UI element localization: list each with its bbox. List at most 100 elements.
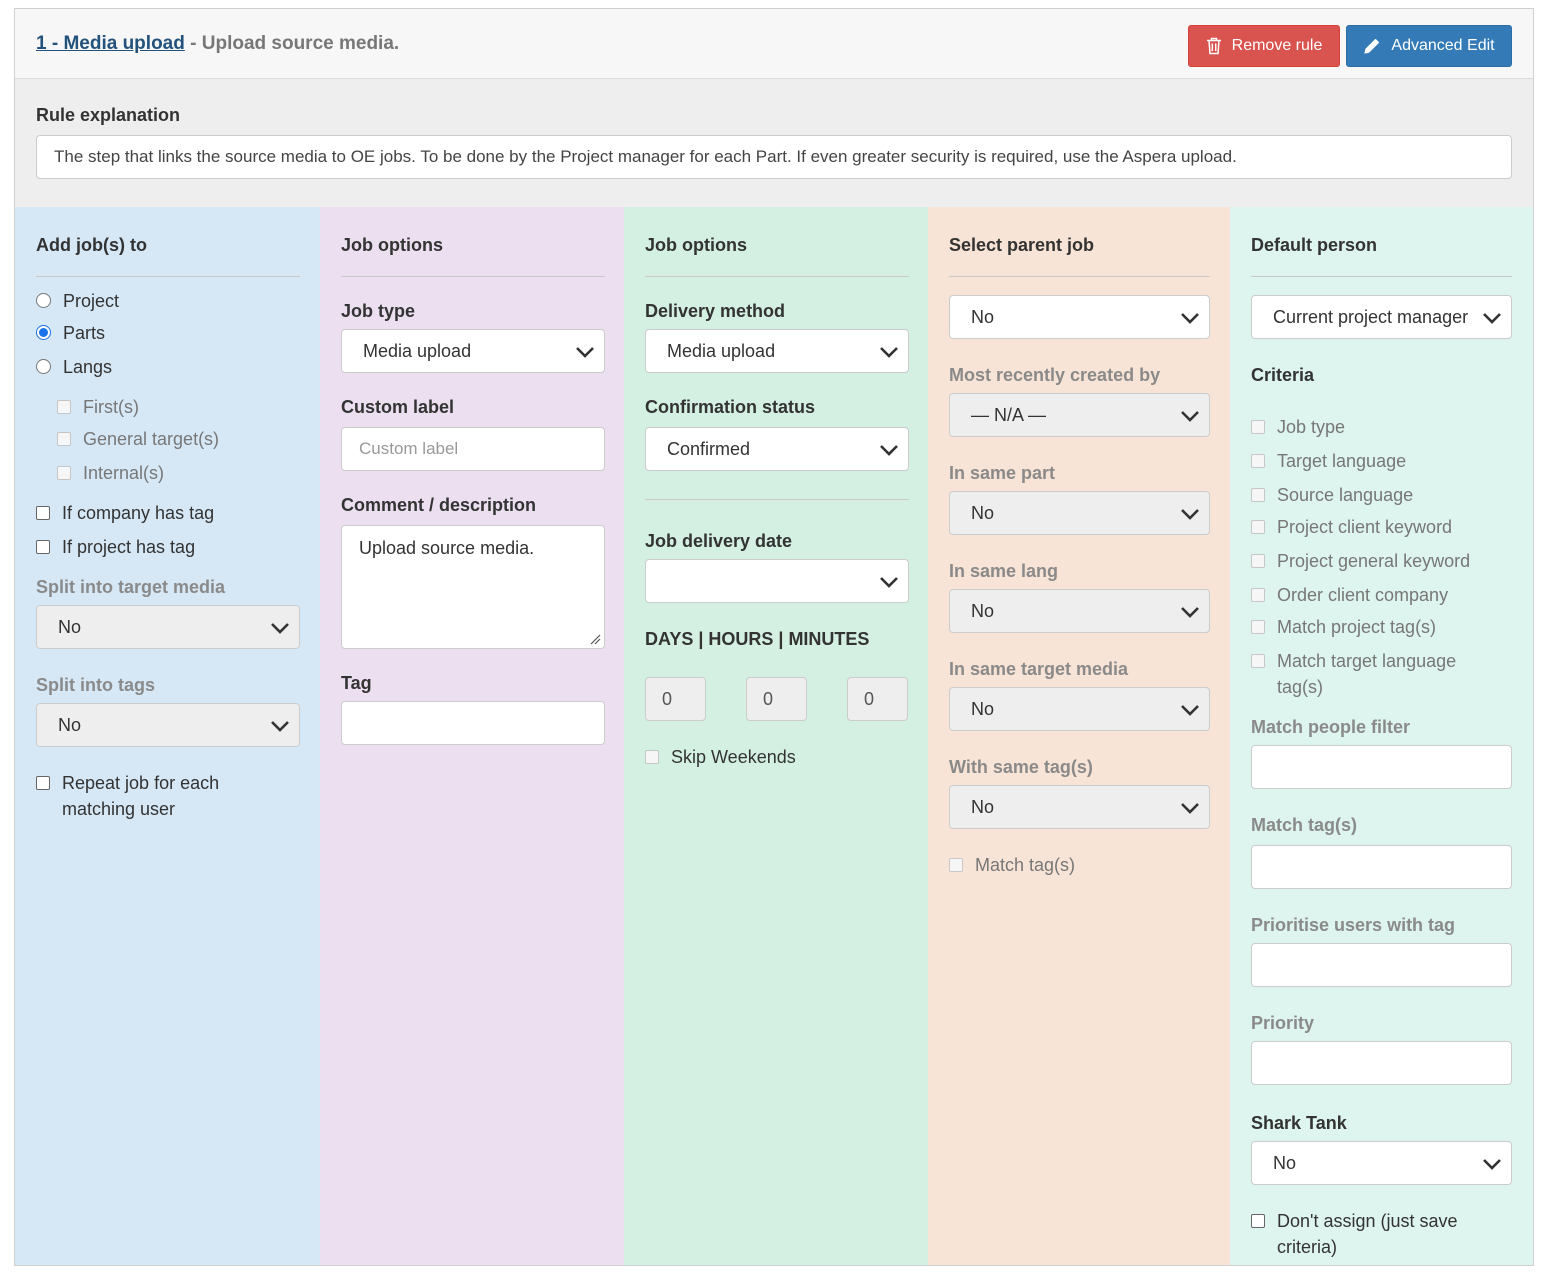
- criteria-job-type[interactable]: Job type: [1251, 414, 1345, 440]
- rule-subtitle: - Upload source media.: [184, 33, 400, 54]
- radio-project-label: Project: [63, 291, 120, 311]
- checkbox[interactable]: [57, 432, 71, 446]
- select-value: No: [971, 306, 995, 327]
- radio-langs-label: Langs: [63, 357, 113, 377]
- people-filter-input[interactable]: [1251, 745, 1512, 789]
- minutes-input[interactable]: 0: [847, 677, 908, 721]
- checkbox-dont-assign[interactable]: Don't assign (just save criteria): [1251, 1208, 1458, 1260]
- split-media-select[interactable]: No: [36, 605, 300, 649]
- checkbox[interactable]: [645, 750, 659, 764]
- same-media-label: In same target media: [949, 659, 1129, 679]
- criteria-target-language[interactable]: Target language: [1251, 448, 1406, 474]
- criteria-client-keyword[interactable]: Project client keyword: [1251, 514, 1452, 540]
- match-tags-input[interactable]: [1251, 845, 1512, 889]
- same-part-select[interactable]: No: [949, 491, 1210, 535]
- select-value: Current project manager: [1273, 306, 1469, 327]
- sub-option-firsts[interactable]: First(s): [57, 394, 139, 420]
- comment-textarea[interactable]: Upload source media.: [341, 525, 605, 649]
- criteria-general-keyword[interactable]: Project general keyword: [1251, 548, 1470, 574]
- same-tags-label: With same tag(s): [949, 757, 1093, 777]
- checkbox[interactable]: [36, 776, 50, 790]
- chevron-down-icon: [271, 623, 289, 634]
- chevron-down-icon: [1181, 509, 1199, 520]
- checkbox-label: Project client keyword: [1277, 517, 1453, 537]
- checkbox-repeat-job[interactable]: Repeat job for each matching user: [36, 770, 219, 822]
- rule-explanation-field[interactable]: The step that links the source media to …: [36, 135, 1512, 179]
- select-value: Media upload: [667, 340, 776, 361]
- priority-input[interactable]: [1251, 1041, 1512, 1085]
- checkbox[interactable]: [1251, 1214, 1265, 1228]
- advanced-edit-label: Advanced Edit: [1391, 37, 1495, 54]
- radio-langs-button[interactable]: [36, 359, 51, 374]
- checkbox-project-tag[interactable]: If project has tag: [36, 534, 195, 560]
- split-tags-select[interactable]: No: [36, 703, 300, 747]
- chevron-down-icon: [1181, 803, 1199, 814]
- prioritise-input[interactable]: [1251, 943, 1512, 987]
- add-jobs-column: Add job(s) to Project Parts Langs First(…: [15, 207, 320, 1265]
- checkbox[interactable]: [36, 506, 50, 520]
- checkbox[interactable]: [1251, 520, 1265, 534]
- checkbox[interactable]: [1251, 488, 1265, 502]
- criteria-project-tags[interactable]: Match project tag(s): [1251, 614, 1436, 640]
- radio-langs[interactable]: Langs: [36, 354, 112, 380]
- people-filter-label: Match people filter: [1251, 717, 1411, 737]
- checkbox[interactable]: [1251, 588, 1265, 602]
- rule-explanation-label: Rule explanation: [36, 105, 181, 125]
- shark-tank-select[interactable]: No: [1251, 1141, 1512, 1185]
- checkbox-company-tag[interactable]: If company has tag: [36, 500, 214, 526]
- remove-rule-button[interactable]: Remove rule: [1188, 25, 1340, 67]
- checkbox[interactable]: [949, 858, 963, 872]
- radio-parts[interactable]: Parts: [36, 320, 105, 346]
- same-tags-select[interactable]: No: [949, 785, 1210, 829]
- checkbox[interactable]: [1251, 554, 1265, 568]
- job-type-select[interactable]: Media upload: [341, 329, 605, 373]
- checkbox[interactable]: [57, 466, 71, 480]
- checkbox-match-tags[interactable]: Match tag(s): [949, 852, 1075, 878]
- checkbox[interactable]: [1251, 420, 1265, 434]
- select-value: No: [1273, 1152, 1297, 1173]
- radio-project[interactable]: Project: [36, 288, 119, 314]
- checkbox[interactable]: [1251, 454, 1265, 468]
- criteria-client-company[interactable]: Order client company: [1251, 582, 1448, 608]
- priority-label: Priority: [1251, 1013, 1315, 1033]
- checkbox[interactable]: [1251, 654, 1265, 668]
- checkbox-label: Match tag(s): [975, 855, 1076, 875]
- checkbox[interactable]: [57, 400, 71, 414]
- tag-input[interactable]: [341, 701, 605, 745]
- chevron-down-icon: [271, 721, 289, 732]
- checkbox[interactable]: [1251, 620, 1265, 634]
- custom-label-label: Custom label: [341, 397, 455, 417]
- criteria-target-language-tags[interactable]: Match target language tag(s): [1251, 648, 1456, 700]
- advanced-edit-button[interactable]: Advanced Edit: [1346, 25, 1512, 67]
- checkbox-label: Match target language tag(s): [1277, 651, 1457, 697]
- sub-option-general-targets[interactable]: General target(s): [57, 426, 219, 452]
- parent-job-select[interactable]: No: [949, 295, 1210, 339]
- radio-parts-button[interactable]: [36, 325, 51, 340]
- same-lang-select[interactable]: No: [949, 589, 1210, 633]
- sub-option-internals[interactable]: Internal(s): [57, 460, 164, 486]
- default-person-select[interactable]: Current project manager: [1251, 295, 1512, 339]
- delivery-method-select[interactable]: Media upload: [645, 329, 909, 373]
- radio-project-button[interactable]: [36, 293, 51, 308]
- select-value: No: [58, 714, 82, 735]
- same-media-select[interactable]: No: [949, 687, 1210, 731]
- hours-input[interactable]: 0: [746, 677, 807, 721]
- confirmation-status-select[interactable]: Confirmed: [645, 427, 909, 471]
- checkbox[interactable]: [36, 540, 50, 554]
- criteria-source-language[interactable]: Source language: [1251, 482, 1413, 508]
- checkbox-label: Project general keyword: [1277, 551, 1471, 571]
- select-value: No: [971, 698, 995, 719]
- match-tags-label: Match tag(s): [1251, 815, 1358, 835]
- resize-grip-icon[interactable]: [589, 633, 601, 645]
- rule-link[interactable]: 1 - Media upload: [36, 33, 185, 54]
- custom-label-input[interactable]: Custom label: [341, 427, 605, 471]
- delivery-date-select[interactable]: [645, 559, 909, 603]
- checkbox-skip-weekends[interactable]: Skip Weekends: [645, 744, 796, 770]
- recent-created-select[interactable]: — N/A —: [949, 393, 1210, 437]
- delivery-method-label: Delivery method: [645, 301, 786, 321]
- confirmation-status-label: Confirmation status: [645, 397, 816, 417]
- default-person-heading: Default person: [1251, 235, 1378, 255]
- days-input[interactable]: 0: [645, 677, 706, 721]
- sub-option-label: General target(s): [83, 429, 220, 449]
- rule-explanation-section: Rule explanation The step that links the…: [15, 79, 1533, 207]
